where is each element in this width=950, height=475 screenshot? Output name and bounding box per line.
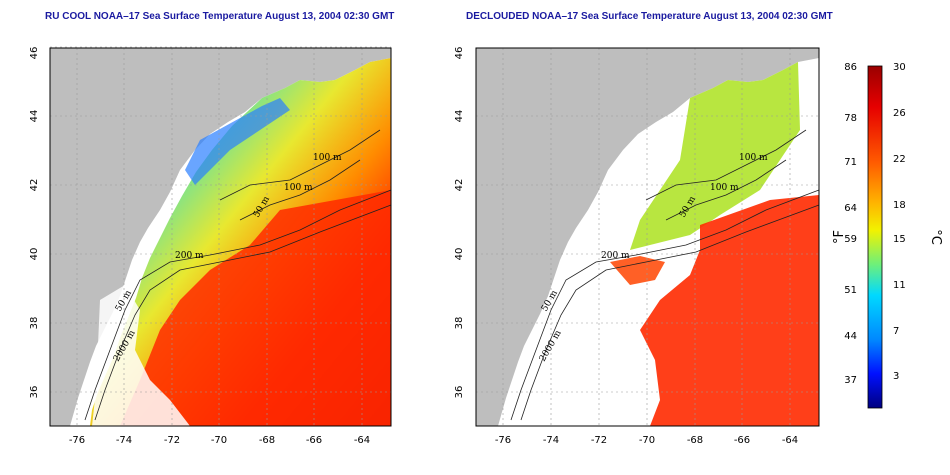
lat-tick: 44 xyxy=(454,110,465,123)
contour-label: 200 m xyxy=(175,251,204,261)
warm-water-region xyxy=(640,195,819,426)
colorbar: 86 78 71 64 59 51 44 37 30 26 22 18 15 1… xyxy=(832,62,943,409)
fahrenheit-tick: 37 xyxy=(844,375,857,386)
cloud-cover xyxy=(92,285,190,426)
lon-tick: -74 xyxy=(543,435,559,446)
warm-water-patch xyxy=(610,256,665,285)
lon-tick: -68 xyxy=(687,435,703,446)
lat-tick: 42 xyxy=(454,179,465,192)
land-mass xyxy=(476,48,819,426)
fahrenheit-tick: 78 xyxy=(844,113,857,124)
lat-tick: 36 xyxy=(29,386,40,399)
lon-tick: -66 xyxy=(734,435,750,446)
celsius-tick: 7 xyxy=(893,326,899,337)
fahrenheit-tick: 44 xyxy=(844,331,857,342)
lon-tick: -68 xyxy=(259,435,275,446)
grid-left xyxy=(50,46,391,426)
map-right xyxy=(476,48,819,426)
fahrenheit-tick: 59 xyxy=(844,234,857,245)
celsius-tick: 30 xyxy=(893,62,906,73)
lon-tick: -74 xyxy=(116,435,132,446)
lon-tick: -70 xyxy=(639,435,655,446)
lon-tick: -70 xyxy=(211,435,227,446)
lat-tick: 36 xyxy=(454,386,465,399)
lat-tick: 44 xyxy=(29,110,40,123)
ocean-sst-shelf xyxy=(630,62,800,250)
celsius-tick: 18 xyxy=(893,200,906,211)
lat-tick: 40 xyxy=(29,248,40,261)
map-title-right: DECLOUDED NOAA–17 Sea Surface Temperatur… xyxy=(466,11,833,22)
lat-tick: 38 xyxy=(29,317,40,330)
contour-label: 100 m xyxy=(710,183,739,193)
lat-tick: 46 xyxy=(29,47,40,60)
contour-label: 200 m xyxy=(601,251,630,261)
colorbar-fahrenheit-ticks: 86 78 71 64 59 51 44 37 xyxy=(844,62,857,386)
lon-tick: -66 xyxy=(306,435,322,446)
warm-water-region xyxy=(120,190,391,426)
lat-axis-left: 46 44 42 40 38 36 xyxy=(29,47,40,399)
celsius-tick: 3 xyxy=(893,371,899,382)
fahrenheit-tick: 86 xyxy=(844,62,857,73)
lon-tick: -76 xyxy=(69,435,85,446)
map-left xyxy=(50,48,391,426)
colorbar-gradient xyxy=(867,65,883,409)
celsius-tick: 26 xyxy=(893,108,906,119)
celsius-tick: 22 xyxy=(893,154,906,165)
fahrenheit-tick: 51 xyxy=(844,285,857,296)
lon-tick: -72 xyxy=(591,435,607,446)
lon-axis-right: -76 -74 -72 -70 -68 -66 -64 xyxy=(495,435,798,446)
land-mass xyxy=(50,48,391,426)
lon-tick: -64 xyxy=(354,435,370,446)
lon-tick: -64 xyxy=(782,435,798,446)
map-title-left: RU COOL NOAA–17 Sea Surface Temperature … xyxy=(45,11,395,22)
celsius-tick: 11 xyxy=(893,280,906,291)
contour-label: 100 m xyxy=(739,153,768,163)
lon-tick: -72 xyxy=(164,435,180,446)
fahrenheit-tick: 64 xyxy=(844,203,857,214)
lon-tick: -76 xyxy=(495,435,511,446)
colorbar-celsius-ticks: 30 26 22 18 15 11 7 3 xyxy=(893,62,906,382)
celsius-tick: 15 xyxy=(893,234,906,245)
cold-water-patch xyxy=(185,98,290,185)
bathymetry-contours-right xyxy=(510,129,820,421)
contour-label: 100 m xyxy=(284,183,313,193)
fahrenheit-unit-label: °F xyxy=(832,230,847,244)
lat-axis-right: 46 44 42 40 38 36 xyxy=(454,47,465,399)
lon-axis-left: -76 -74 -72 -70 -68 -66 -64 xyxy=(69,435,370,446)
bathymetry-contours-left xyxy=(84,129,392,421)
lat-tick: 38 xyxy=(454,317,465,330)
celsius-unit-label: °C xyxy=(928,229,943,245)
lat-tick: 46 xyxy=(454,47,465,60)
contour-label: 100 m xyxy=(313,153,342,163)
fahrenheit-tick: 71 xyxy=(844,157,857,168)
map-frame-right xyxy=(475,47,820,427)
lat-tick: 42 xyxy=(29,179,40,192)
grid-right xyxy=(476,48,819,426)
map-frame-left xyxy=(49,47,392,427)
lat-tick: 40 xyxy=(454,248,465,261)
